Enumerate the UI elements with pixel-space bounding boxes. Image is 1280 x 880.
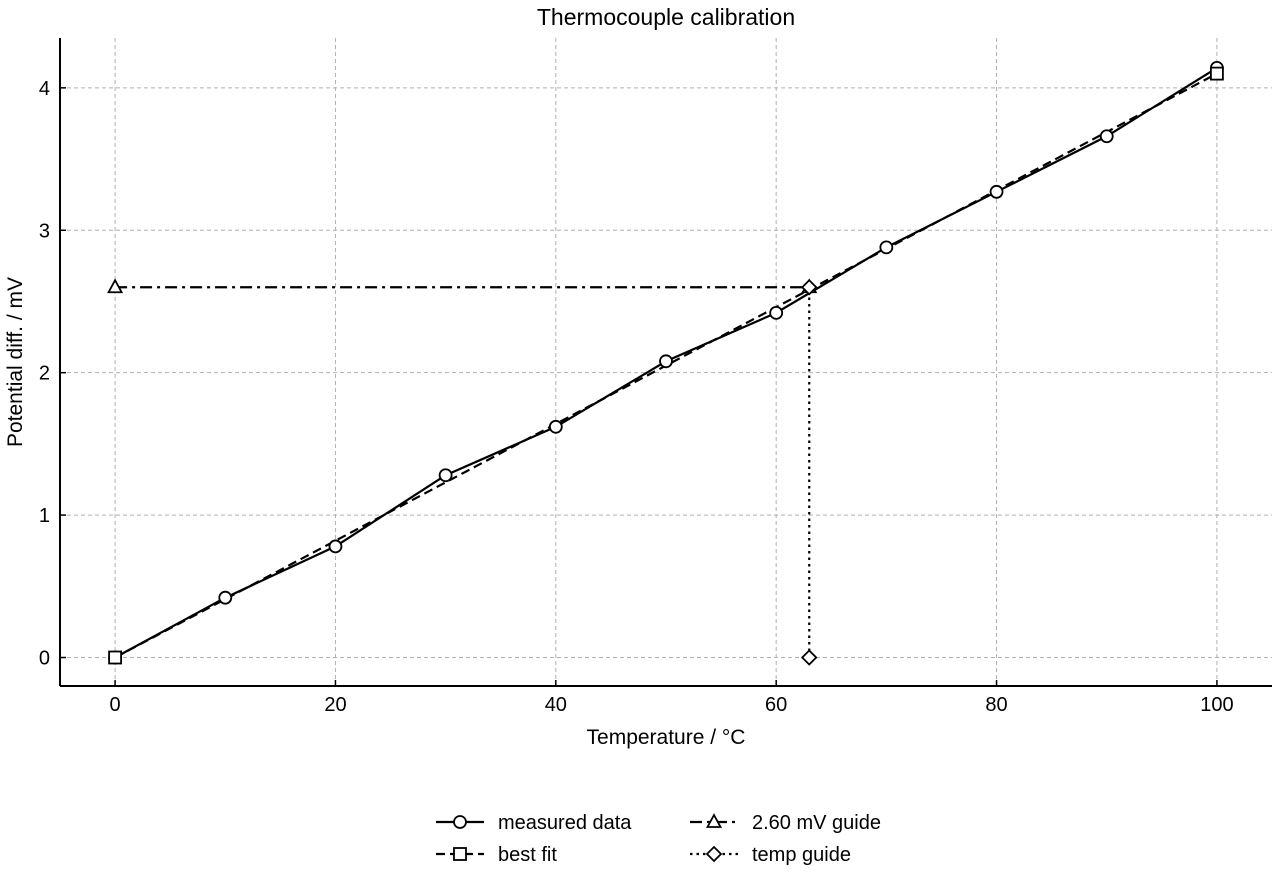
legend-entry-2-60-mv-guide: 2.60 mV guide (690, 812, 881, 834)
data-point-2-60-mv-guide (107, 278, 124, 294)
y-axis-label: Potential diff. / mV (4, 277, 27, 447)
legend-marker (453, 847, 467, 861)
legend: measured data best fit 2.60 mV guide temp g… (436, 812, 881, 866)
x-tick-label: 80 (985, 694, 1007, 716)
data-point-measured-data (218, 590, 233, 605)
legend-marker (453, 815, 467, 829)
x-tick-label: 60 (765, 694, 787, 716)
x-tick-label: 40 (545, 694, 567, 716)
data-point-measured-data (989, 184, 1004, 199)
x-axis-label: Temperature / °C (587, 726, 746, 749)
y-tick-label: 0 (39, 648, 50, 670)
legend-label: temp guide (752, 844, 851, 866)
x-tick-label: 20 (324, 694, 346, 716)
data-point-temp-guide (800, 278, 818, 296)
data-point-temp-guide (800, 649, 818, 666)
axes: 0 20 40 60 80 100 0 1 2 3 4 (39, 38, 1272, 716)
data-point-measured-data (328, 539, 343, 554)
data-point-measured-data (879, 240, 894, 255)
legend-entry-best-fit: best fit (436, 844, 557, 866)
legend-label: 2.60 mV guide (752, 812, 881, 834)
legend-label: measured data (498, 812, 632, 834)
y-tick-label: 1 (39, 505, 50, 527)
y-tick-label: 4 (39, 78, 50, 100)
data-point-measured-data (769, 305, 784, 320)
data-point-measured-data (438, 468, 453, 483)
x-tick-label: 0 (110, 694, 121, 716)
y-tick-label: 3 (39, 220, 50, 242)
legend-label: best fit (498, 844, 557, 866)
data-point-best-fit (108, 650, 122, 665)
legend-entry-measured-data: measured data (436, 812, 632, 834)
legend-marker (705, 845, 723, 863)
chart-title: Thermocouple calibration (537, 4, 795, 30)
data-point-best-fit (1210, 66, 1224, 81)
plot-series (107, 61, 1224, 666)
legend-entry-temp-guide: temp guide (690, 844, 851, 866)
grid (60, 38, 1272, 686)
legend-marker (705, 813, 723, 828)
data-point-measured-data (548, 419, 563, 434)
data-point-measured-data (1099, 129, 1114, 144)
x-tick-label: 100 (1200, 694, 1233, 716)
data-point-measured-data (659, 354, 673, 369)
y-tick-label: 2 (39, 363, 50, 385)
